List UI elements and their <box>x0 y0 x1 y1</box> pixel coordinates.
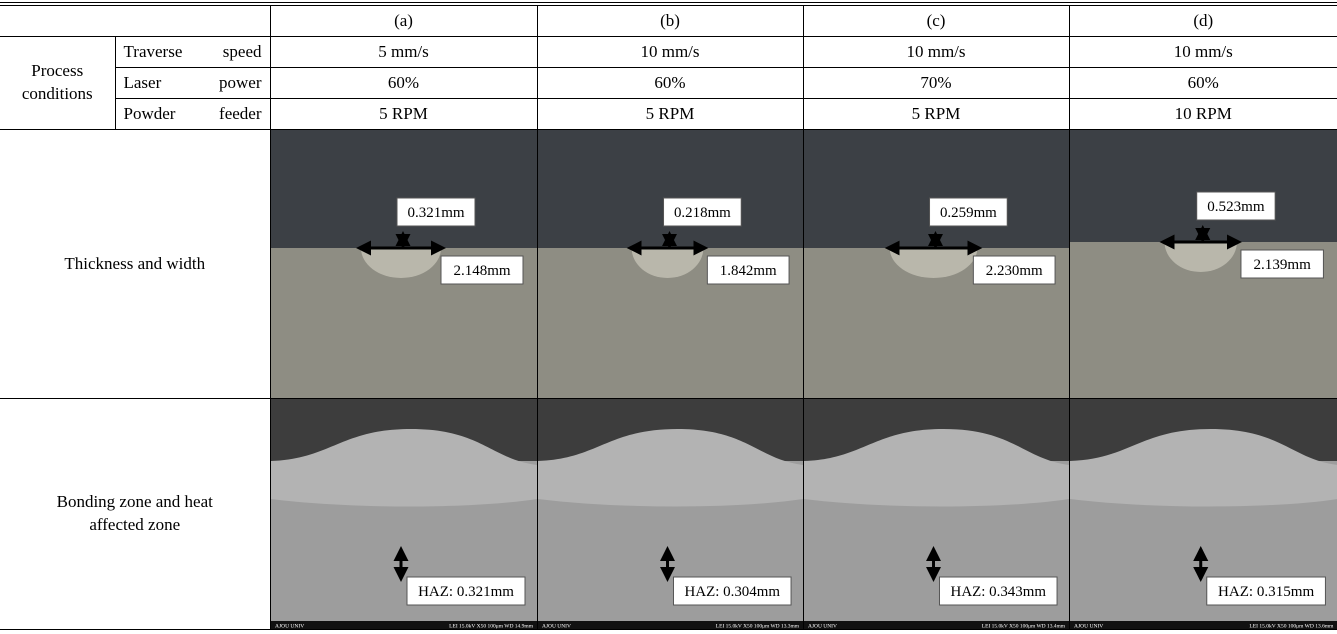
image-cell: 0.523mm 2.139mm <box>1069 130 1337 399</box>
column-header: (c) <box>803 4 1069 37</box>
haz-label: HAZ: 0.321mm <box>418 584 514 600</box>
width-label: 1.842mm <box>719 263 776 279</box>
image-cell: HAZ: 0.315mm AJOU UNIV LEI 15.0kV X50 10… <box>1069 399 1337 630</box>
sem-footer: LEI 15.0kV X50 100μm WD 14.9mm <box>449 624 534 630</box>
condition-cell: 60% <box>537 68 803 99</box>
sem-image: HAZ: 0.315mm AJOU UNIV LEI 15.0kV X50 10… <box>1070 399 1337 629</box>
condition-cell: 70% <box>803 68 1069 99</box>
corner-cell <box>0 4 270 37</box>
sem-footer: AJOU UNIV <box>275 624 304 630</box>
thickness-row: Thickness and width 0.321mm 2.148mm 0.21… <box>0 130 1337 399</box>
width-label: 2.230mm <box>985 263 1042 279</box>
condition-cell: 5 RPM <box>537 99 803 130</box>
group-label: Process conditions <box>0 37 115 130</box>
image-cell: 0.259mm 2.230mm <box>803 130 1069 399</box>
column-header: (b) <box>537 4 803 37</box>
image-cell: HAZ: 0.343mm AJOU UNIV LEI 15.0kV X50 10… <box>803 399 1069 630</box>
micrograph: 0.218mm 1.842mm <box>538 130 803 398</box>
image-cell: 0.218mm 1.842mm <box>537 130 803 399</box>
thickness-label: 0.321mm <box>407 205 464 221</box>
sem-footer: AJOU UNIV <box>1074 624 1103 629</box>
sem-image: HAZ: 0.343mm AJOU UNIV LEI 15.0kV X50 10… <box>804 399 1069 629</box>
sem-image: HAZ: 0.321mm AJOU UNIV LEI 15.0kV X50 10… <box>271 399 537 629</box>
sem-footer: LEI 15.0kV X50 100μm WD 13.4mm <box>981 623 1065 629</box>
haz-label: HAZ: 0.315mm <box>1217 584 1314 600</box>
width-label: 2.139mm <box>1253 257 1311 273</box>
condition-cell: 10 mm/s <box>1069 37 1337 68</box>
thickness-label: 0.218mm <box>673 205 730 221</box>
micrograph: 0.523mm 2.139mm <box>1070 130 1337 398</box>
results-table: (a)(b)(c)(d)Process conditionsTraverse s… <box>0 2 1337 630</box>
condition-cell: 5 RPM <box>270 99 537 130</box>
row-label: Bonding zone and heat affected zone <box>0 399 270 630</box>
image-cell: HAZ: 0.304mm AJOU UNIV LEI 15.0kV X50 10… <box>537 399 803 630</box>
sem-footer: LEI 15.0kV X50 100μm WD 13.6mm <box>1249 624 1334 629</box>
condition-cell: 60% <box>1069 68 1337 99</box>
row-label: Thickness and width <box>0 130 270 399</box>
condition-cell: 5 RPM <box>803 99 1069 130</box>
sem-footer: LEI 15.0kV X50 100μm WD 13.3mm <box>715 623 799 629</box>
condition-cell: 5 mm/s <box>270 37 537 68</box>
condition-cell: 10 mm/s <box>537 37 803 68</box>
micrograph: 0.321mm 2.148mm <box>271 130 537 398</box>
row-label: Laser power <box>115 68 270 99</box>
micrograph: 0.259mm 2.230mm <box>804 130 1069 398</box>
thickness-label: 0.259mm <box>939 205 996 221</box>
haz-label: HAZ: 0.304mm <box>684 584 780 600</box>
condition-cell: 10 mm/s <box>803 37 1069 68</box>
row-label: Powder feeder <box>115 99 270 130</box>
image-cell: HAZ: 0.321mm AJOU UNIV LEI 15.0kV X50 10… <box>270 399 537 630</box>
haz-row: Bonding zone and heat affected zone HAZ:… <box>0 399 1337 630</box>
image-cell: 0.321mm 2.148mm <box>270 130 537 399</box>
condition-cell: 60% <box>270 68 537 99</box>
column-header: (d) <box>1069 4 1337 37</box>
page: (a)(b)(c)(d)Process conditionsTraverse s… <box>0 0 1337 634</box>
row-label: Traverse speed <box>115 37 270 68</box>
sem-image: HAZ: 0.304mm AJOU UNIV LEI 15.0kV X50 10… <box>538 399 803 629</box>
condition-cell: 10 RPM <box>1069 99 1337 130</box>
column-header: (a) <box>270 4 537 37</box>
sem-footer: AJOU UNIV <box>807 623 836 629</box>
header-row: (a)(b)(c)(d) <box>0 4 1337 37</box>
width-label: 2.148mm <box>453 263 510 279</box>
thickness-label: 0.523mm <box>1207 199 1265 215</box>
sem-footer: AJOU UNIV <box>541 623 570 629</box>
haz-label: HAZ: 0.343mm <box>950 584 1046 600</box>
